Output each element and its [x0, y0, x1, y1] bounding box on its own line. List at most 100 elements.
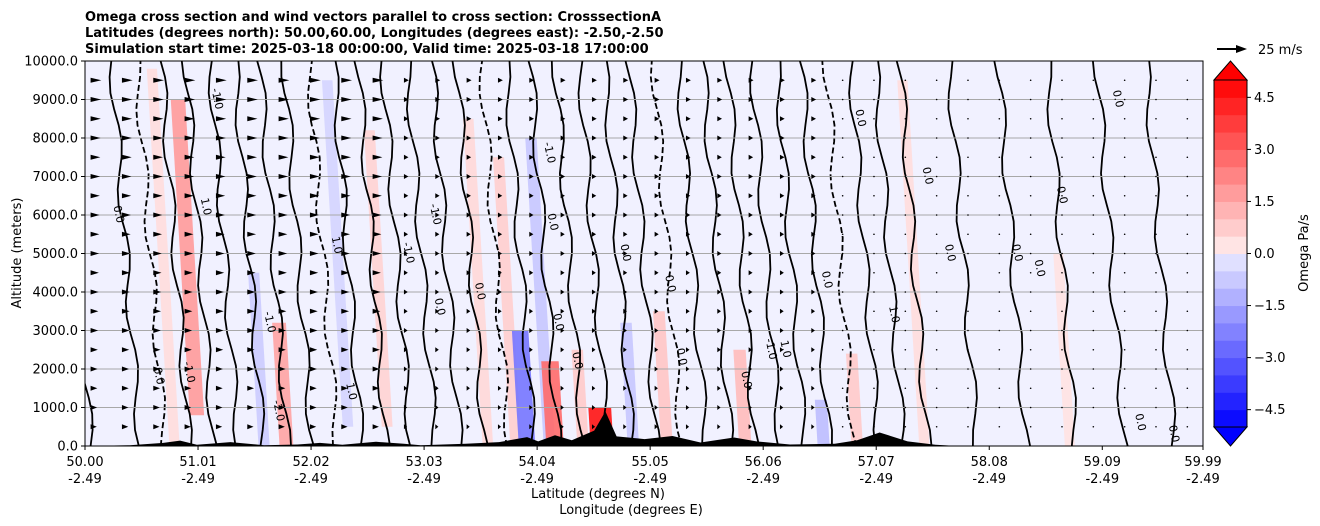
- wind-vector: [967, 252, 969, 255]
- omega-cell: [511, 330, 536, 446]
- wind-vector: [497, 328, 502, 333]
- wind-vector: [372, 385, 380, 391]
- wind-vector: [497, 174, 503, 179]
- wind-vector: [341, 135, 352, 141]
- wind-vector: [215, 116, 227, 122]
- wind-vector: [529, 97, 535, 102]
- colorbar-segment: [1214, 270, 1247, 289]
- wind-vector: [1092, 137, 1095, 139]
- wind-vector: [717, 97, 723, 102]
- wind-vector: [1092, 348, 1095, 351]
- wind-vector: [1092, 98, 1095, 101]
- wind-vector: [529, 405, 533, 410]
- contour-label: 0.0: [1031, 258, 1047, 278]
- contour-label: 0.0: [1132, 412, 1148, 432]
- wind-vector: [435, 347, 439, 353]
- wind-vector: [685, 77, 691, 83]
- plot-area: 0.00.0 -1.01.0-1.0-1.0-2.01.01.0-1.0-1.00…: [84, 60, 1204, 447]
- colorbar-tick-label: 1.5: [1254, 195, 1275, 210]
- wind-vector: [935, 233, 938, 236]
- wind-vector: [372, 77, 384, 83]
- wind-vector: [1186, 175, 1189, 178]
- wind-vector: [403, 97, 409, 102]
- wind-vector: [811, 424, 815, 430]
- wind-vector: [1123, 98, 1126, 101]
- wind-vector: [685, 308, 690, 314]
- wind-vector: [685, 289, 690, 295]
- wind-vector: [841, 156, 844, 159]
- colorbar-segment: [1214, 357, 1247, 376]
- wind-vector: [654, 328, 659, 333]
- wind-vector: [1092, 406, 1095, 409]
- wind-vector: [247, 212, 257, 218]
- y-tick-label: 8000.0: [33, 132, 79, 147]
- wind-vector: [309, 405, 317, 410]
- wind-vector: [935, 98, 938, 101]
- wind-vector: [904, 368, 907, 370]
- wind-vector: [560, 135, 566, 141]
- wind-vector: [121, 174, 132, 179]
- contour-label: -1.0: [209, 87, 226, 111]
- wind-vector: [309, 251, 319, 256]
- contour-label: 0.0: [151, 366, 167, 386]
- wind-vector: [215, 405, 223, 410]
- wind-vector: [466, 174, 472, 179]
- y-tick-label: 3000.0: [33, 324, 79, 339]
- omega-cell: [170, 99, 205, 416]
- wind-vector: [153, 424, 160, 430]
- wind-vector: [497, 405, 502, 410]
- wind-vector: [215, 385, 223, 391]
- wind-vector: [717, 308, 722, 314]
- colorbar-tick-label: 0.0: [1254, 247, 1275, 262]
- wind-vector: [435, 289, 440, 295]
- colorbar-segment: [1214, 340, 1247, 359]
- wind-vector: [497, 193, 503, 199]
- wind-vector: [748, 289, 753, 295]
- wind-vector: [184, 212, 194, 218]
- wind-vector: [841, 252, 844, 255]
- wind-vector: [278, 251, 288, 256]
- wind-vector: [1186, 79, 1189, 82]
- wind-vector: [623, 97, 629, 102]
- wind-vector: [1092, 252, 1095, 255]
- wind-vector: [904, 425, 907, 428]
- wind-vector: [623, 135, 628, 141]
- wind-vector: [1186, 233, 1189, 236]
- wind-vector: [811, 289, 816, 295]
- wind-vector: [623, 289, 628, 295]
- wind-vector: [841, 117, 844, 120]
- wind-vector: [841, 387, 844, 390]
- wind-vector: [1155, 348, 1157, 351]
- wind-vector: [717, 212, 722, 218]
- x-tick-label-lat: 53.03: [405, 455, 442, 470]
- y-tick-label: 9000.0: [33, 93, 79, 108]
- wind-vector: [466, 97, 472, 102]
- x-tick-label-lon: -2.49: [633, 472, 667, 487]
- wind-vector: [435, 212, 440, 218]
- omega-contour-line: [649, 61, 683, 446]
- wind-vector: [811, 77, 817, 83]
- wind-vector: [184, 154, 195, 160]
- contour-label: 0.0: [432, 297, 448, 317]
- wind-vector: [841, 194, 844, 197]
- wind-vector: [935, 387, 938, 390]
- wind-vector: [466, 251, 471, 256]
- wind-vector: [1061, 252, 1063, 255]
- wind-vector: [717, 366, 721, 372]
- wind-vector: [685, 424, 690, 430]
- wind-vector: [153, 308, 162, 314]
- wind-vector: [372, 270, 381, 276]
- wind-vector: [904, 291, 907, 293]
- wind-vector: [873, 368, 875, 370]
- wind-vector: [560, 212, 565, 218]
- wind-vector: [403, 328, 408, 333]
- contour-label: -1.0: [427, 202, 444, 226]
- wind-vector: [623, 77, 629, 83]
- wind-vector: [560, 193, 565, 199]
- wind-vector: [873, 406, 875, 409]
- x-tick-label-lon: -2.49: [181, 472, 215, 487]
- colorbar-segment: [1214, 409, 1247, 428]
- x-tick-label-lon: -2.49: [294, 472, 328, 487]
- wind-vector: [341, 97, 352, 102]
- wind-vector: [529, 347, 533, 353]
